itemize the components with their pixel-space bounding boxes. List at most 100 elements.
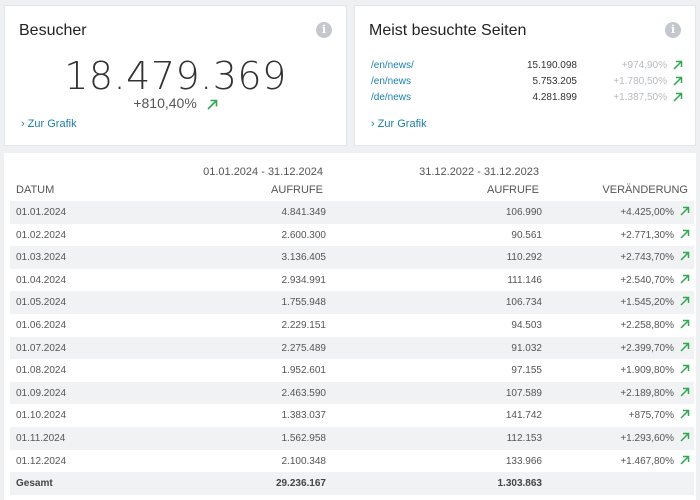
- trend-up-icon: [680, 364, 690, 377]
- trend-up-icon: [673, 60, 683, 73]
- views-current-column-header[interactable]: AUFRUFE: [271, 184, 323, 196]
- trend-up-icon: [680, 319, 690, 332]
- row-date: 01.01.2024: [16, 207, 67, 218]
- row-views-current: 2.229.151: [281, 320, 327, 331]
- row-views-current: 2.600.300: [281, 229, 327, 241]
- comparison-table: 01.01.2024 - 31.12.2024 31.12.2022 - 31.…: [4, 153, 696, 500]
- row-change: +1.293,60%: [620, 433, 674, 444]
- period-previous-header: 31.12.2022 - 31.12.2023: [419, 166, 539, 178]
- views-previous-column-header[interactable]: AUFRUFE: [487, 184, 539, 196]
- row-views-current: 1.562.958: [281, 433, 327, 444]
- row-views-previous: 112.153: [506, 433, 542, 444]
- table-row: 01.03.2024 3.136.405 110.292 +2.743,70%: [10, 246, 694, 269]
- visitors-total: 18.479.369: [64, 54, 287, 98]
- row-views-previous: 91.032: [511, 342, 542, 354]
- top-pages-chart-link[interactable]: › Zur Grafik: [371, 118, 427, 130]
- table-row: 01.06.2024 2.229.151 94.503 +2.258,80%: [10, 314, 694, 337]
- row-change: +875,70%: [628, 410, 674, 422]
- row-views-previous: 106.990: [505, 207, 542, 218]
- table-row: 01.08.2024 1.952.601 97.155 +1.909,80%: [10, 359, 694, 382]
- page-views: 4.281.899: [532, 92, 578, 103]
- top-pages-card-title: Meist besuchte Seiten: [369, 22, 527, 39]
- info-icon[interactable]: i: [665, 22, 681, 38]
- table-row: 01.09.2024 2.463.590 107.589 +2.189,80%: [10, 381, 694, 405]
- row-change: +2.399,70%: [620, 342, 674, 354]
- row-views-previous: 90.561: [511, 229, 542, 241]
- row-views-current: 2.275.489: [281, 342, 327, 354]
- row-views-previous: 110.292: [506, 252, 542, 264]
- row-date: 01.04.2024: [16, 274, 67, 286]
- page-url-link[interactable]: /en/news/: [371, 60, 414, 71]
- trend-up-icon: [680, 251, 690, 264]
- page-views: 15.190.098: [526, 60, 577, 71]
- top-page-row: /en/news 5.753.205 +1.780,50%: [371, 76, 683, 91]
- change-column-header[interactable]: VERÄNDERUNG: [602, 184, 688, 196]
- visitors-card-title: Besucher: [19, 22, 87, 39]
- row-views-previous: 133.966: [505, 455, 542, 467]
- row-views-current: 2.463.590: [281, 387, 327, 399]
- row-change: +4.425,00%: [620, 207, 674, 218]
- total-label: Gesamt: [16, 478, 53, 490]
- row-date: 01.06.2024: [16, 320, 67, 331]
- date-column-header[interactable]: DATUM: [16, 184, 55, 196]
- period-current-header: 01.01.2024 - 31.12.2024: [203, 166, 323, 178]
- table-row: 01.11.2024 1.562.958 112.153 +1.293,60%: [10, 427, 694, 450]
- trend-up-icon: [680, 229, 690, 242]
- trend-up-icon: [680, 206, 690, 219]
- trend-up-icon: [680, 342, 690, 355]
- row-views-previous: 141.742: [505, 410, 542, 422]
- row-views-previous: 106.734: [505, 297, 542, 309]
- trend-up-icon: [673, 92, 683, 105]
- row-views-current: 1.952.601: [281, 365, 327, 377]
- row-date: 01.08.2024: [16, 365, 67, 377]
- visitors-card: Besucher i 18.479.369 +810,40% › Zur Graf…: [4, 5, 347, 146]
- row-date: 01.05.2024: [16, 297, 67, 309]
- table-row: 01.04.2024 2.934.991 111.146 +2.540,70%: [10, 269, 694, 292]
- table-row: 01.10.2024 1.383.037 141.742 +875,70%: [10, 404, 694, 427]
- chevron-right-icon: ›: [371, 118, 375, 130]
- row-views-previous: 107.589: [505, 387, 542, 399]
- trend-up-icon: [673, 76, 683, 89]
- row-change: +2.189,80%: [620, 387, 674, 399]
- table-row: 01.02.2024 2.600.300 90.561 +2.771,30%: [10, 224, 694, 247]
- visitors-change: +810,40%: [5, 95, 346, 111]
- row-change: +1.467,80%: [620, 455, 674, 467]
- visitors-change-value: +810,40%: [133, 95, 197, 111]
- row-date: 01.12.2024: [16, 455, 67, 467]
- row-views-previous: 111.146: [507, 274, 542, 286]
- row-views-current: 4.841.349: [281, 207, 327, 218]
- top-page-row: /en/news/ 15.190.098 +974,90%: [371, 60, 683, 75]
- page-change: +1.780,50%: [613, 76, 667, 87]
- total-views-previous: 1.303.863: [497, 478, 543, 490]
- page-url-link[interactable]: /en/news: [371, 76, 412, 87]
- row-views-current: 2.934.991: [281, 274, 327, 286]
- row-views-current: 2.100.348: [281, 455, 327, 467]
- trend-up-icon: [680, 455, 690, 468]
- row-date: 01.09.2024: [16, 387, 67, 399]
- row-change: +2.540,70%: [620, 274, 674, 286]
- info-icon[interactable]: i: [316, 22, 332, 38]
- trend-up-icon: [680, 432, 690, 445]
- visitors-chart-link[interactable]: › Zur Grafik: [21, 118, 77, 130]
- trend-up-icon: [680, 409, 690, 422]
- table-row: 01.07.2024 2.275.489 91.032 +2.399,70%: [10, 336, 694, 360]
- row-date: 01.02.2024: [16, 229, 67, 241]
- page-change: +1.387,50%: [613, 92, 667, 103]
- table-row: 01.05.2024 1.755.948 106.734 +1.545,20%: [10, 291, 694, 314]
- row-views-previous: 94.503: [511, 320, 542, 331]
- row-views-current: 3.136.405: [281, 252, 327, 264]
- page-views: 5.753.205: [532, 76, 578, 87]
- row-change: +2.771,30%: [620, 229, 674, 241]
- page-url-link[interactable]: /de/news: [371, 92, 412, 103]
- row-views-current: 1.383.037: [281, 410, 327, 422]
- table-total-row: Gesamt 29.236.167 1.303.863: [10, 472, 694, 495]
- row-views-previous: 97.155: [511, 365, 542, 377]
- trend-up-icon: [680, 274, 690, 287]
- table-row: 01.12.2024 2.100.348 133.966 +1.467,80%: [10, 450, 694, 473]
- top-pages-card: Meist besuchte Seiten i /en/news/ 15.190…: [354, 5, 696, 146]
- row-date: 01.07.2024: [16, 342, 67, 354]
- row-date: 01.11.2024: [16, 433, 66, 444]
- row-date: 01.03.2024: [16, 252, 67, 264]
- row-change: +2.743,70%: [620, 252, 674, 264]
- row-date: 01.10.2024: [16, 410, 67, 422]
